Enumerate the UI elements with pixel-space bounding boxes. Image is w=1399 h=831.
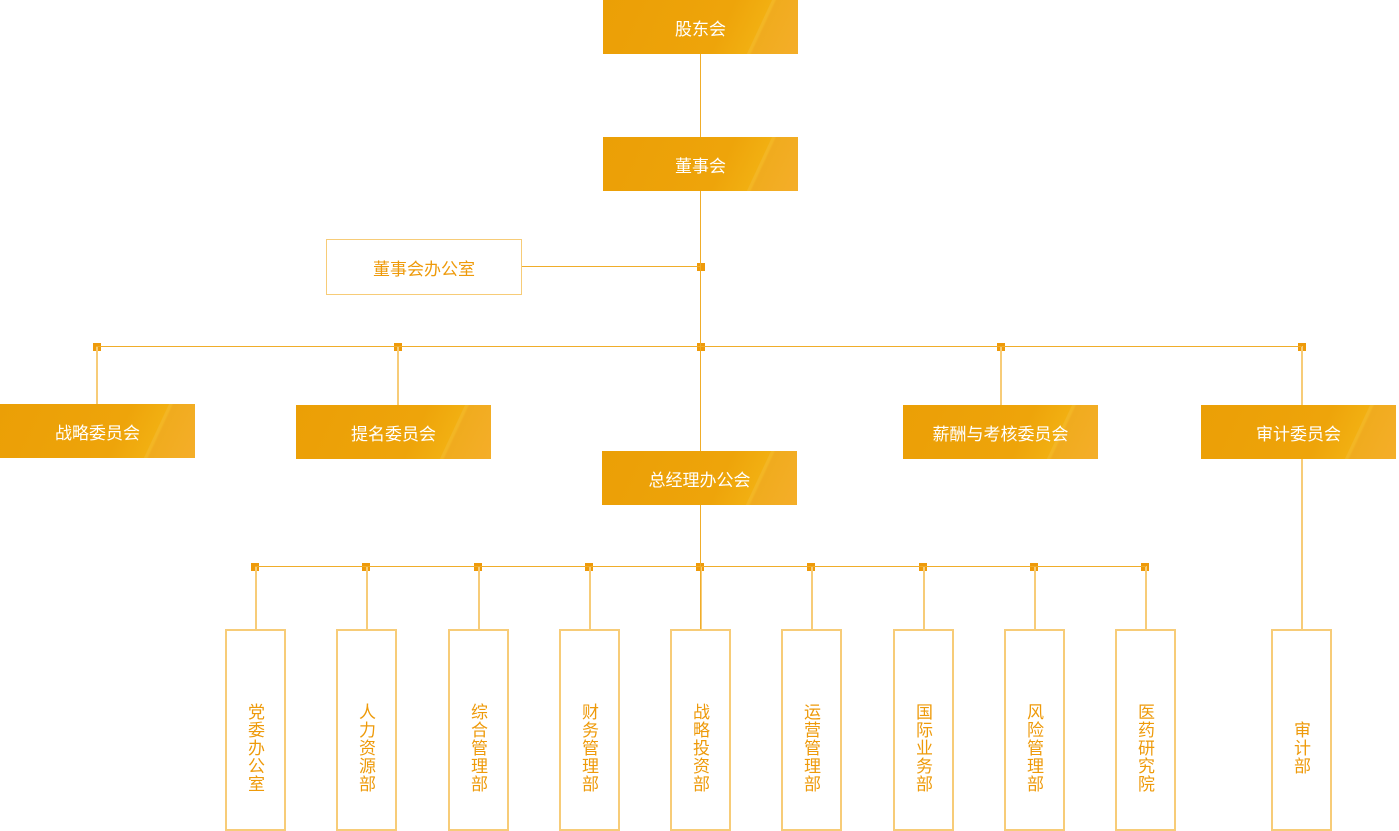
node-committee: 审计委员会 xyxy=(1201,405,1396,459)
node-committee: 提名委员会 xyxy=(296,405,491,459)
node-shareholders: 股东会 xyxy=(603,0,798,54)
node-audit-dept: 审计部 xyxy=(1271,629,1332,831)
node-department: 财务管理部 xyxy=(559,629,620,831)
node-department: 党委办公室 xyxy=(225,629,286,831)
connector-dot xyxy=(697,343,705,351)
node-board: 董事会 xyxy=(603,137,798,191)
connector-line xyxy=(1000,346,1002,405)
connector-line xyxy=(1145,566,1147,629)
connector-line xyxy=(521,266,701,267)
connector-line xyxy=(700,54,701,451)
connector-line xyxy=(96,346,98,405)
node-department: 人力资源部 xyxy=(336,629,397,831)
connector-line xyxy=(1301,346,1303,629)
node-department: 综合管理部 xyxy=(448,629,509,831)
connector-line xyxy=(1034,566,1036,629)
connector-line xyxy=(923,566,925,629)
node-committee: 薪酬与考核委员会 xyxy=(903,405,1098,459)
node-department: 国际业务部 xyxy=(893,629,954,831)
node-gm-office: 总经理办公会 xyxy=(602,451,797,505)
node-board-office: 董事会办公室 xyxy=(326,239,522,295)
connector-line xyxy=(478,566,480,629)
connector-line xyxy=(96,346,1302,347)
connector-line xyxy=(811,566,813,629)
node-department: 运营管理部 xyxy=(781,629,842,831)
node-department: 风险管理部 xyxy=(1004,629,1065,831)
node-department: 医药研究院 xyxy=(1115,629,1176,831)
connector-line xyxy=(397,346,399,405)
connector-line xyxy=(589,566,591,629)
connector-line xyxy=(255,566,257,629)
connector-line xyxy=(366,566,368,629)
node-committee: 战略委员会 xyxy=(0,404,195,458)
connector-dot xyxy=(697,263,705,271)
node-department: 战略投资部 xyxy=(670,629,731,831)
connector-line xyxy=(700,505,701,629)
